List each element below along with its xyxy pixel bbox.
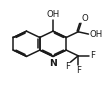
Text: O: O [81,14,88,23]
Text: N: N [49,59,57,68]
Text: F: F [90,51,95,60]
Text: F: F [65,62,70,72]
Text: OH: OH [90,30,103,39]
Text: OH: OH [47,10,60,19]
Text: F: F [76,66,81,75]
